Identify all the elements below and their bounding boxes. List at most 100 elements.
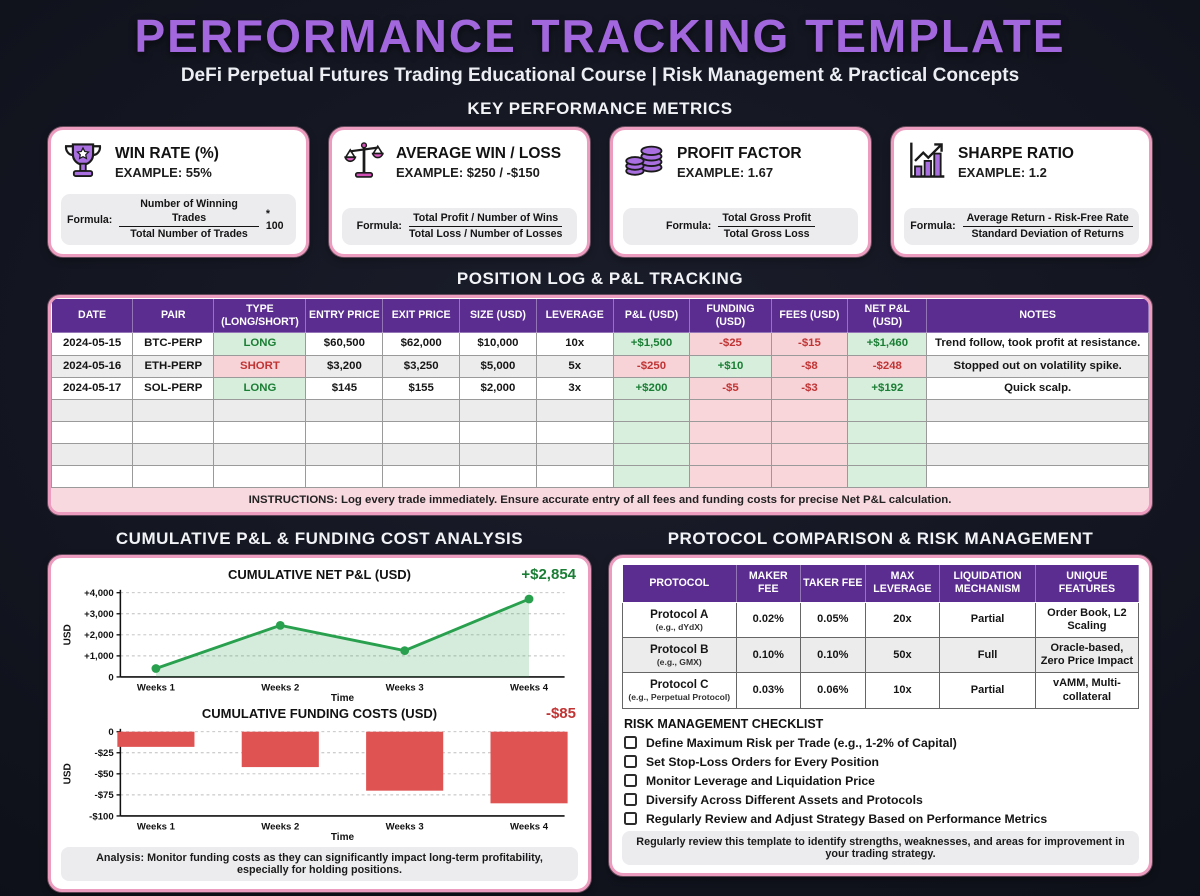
- funding-bar: [241, 731, 319, 768]
- cell-funding: +$10: [689, 354, 772, 378]
- formula-label: Formula:: [910, 220, 956, 233]
- metric-example: EXAMPLE: 1.67: [677, 165, 774, 181]
- metrics-section-title: KEY PERFORMANCE METRICS: [467, 99, 733, 119]
- cell-empty-size: [459, 465, 537, 489]
- cell-liquidation: Full: [939, 637, 1036, 674]
- metric-title: WIN RATE (%): [115, 145, 219, 163]
- cell-empty-exit: [382, 442, 461, 467]
- empty-position-row: [51, 398, 1149, 422]
- metric-example: EXAMPLE: 1.2: [958, 165, 1047, 181]
- cell-empty-type: [213, 465, 307, 489]
- cell-funding: -$5: [689, 376, 772, 400]
- cell-maker: 0.10%: [735, 637, 802, 674]
- checklist-checkbox[interactable]: [624, 774, 637, 788]
- checklist-item: Regularly Review and Adjust Strategy Bas…: [624, 812, 1137, 826]
- metric-card-profit-factor: PROFIT FACTOR EXAMPLE: 1.67 Formula: Total …: [610, 127, 871, 257]
- cell-empty-net: [847, 465, 928, 489]
- cell-date: 2024-05-15: [51, 332, 134, 356]
- checklist-title: RISK MANAGEMENT CHECKLIST: [624, 716, 824, 731]
- cell-liquidation: Partial: [939, 601, 1036, 639]
- checklist-checkbox[interactable]: [624, 755, 637, 769]
- cell-protocol-name: Protocol B (e.g., GMX): [622, 637, 737, 674]
- cell-empty-entry: [305, 465, 384, 489]
- y-tick-label: -$25: [95, 748, 115, 759]
- column-header: UNIQUE FEATURES: [1034, 564, 1140, 603]
- cell-size: $10,000: [459, 332, 537, 356]
- cell-empty-pnl: [612, 442, 691, 467]
- metric-formula: Formula: Total Profit / Number of Wins Tot…: [342, 207, 577, 245]
- cell-empty-funding: [689, 420, 772, 444]
- trophy-icon: [61, 138, 105, 187]
- x-tick-label: Weeks 4: [510, 821, 549, 832]
- cell-empty-type: [213, 398, 307, 422]
- checklist-item: Set Stop-Loss Orders for Every Position: [624, 755, 1137, 769]
- cell-maker: 0.02%: [735, 601, 802, 639]
- bottom-section: CUMULATIVE P&L & FUNDING COST ANALYSIS C…: [0, 515, 1200, 892]
- formula-denominator: Standard Deviation of Returns: [971, 227, 1124, 240]
- formula-denominator: Total Gross Loss: [723, 227, 810, 240]
- y-tick-label: +3,000: [84, 609, 114, 620]
- cell-empty-leverage: [535, 465, 614, 489]
- column-header: FEES (USD): [770, 298, 849, 334]
- column-header: P&L (USD): [612, 298, 691, 334]
- metric-card-average-win-loss: AVERAGE WIN / LOSS EXAMPLE: $250 / -$150 F…: [329, 127, 590, 257]
- cell-empty-net: [847, 442, 928, 467]
- x-tick-label: Weeks 2: [261, 821, 299, 832]
- cell-pnl: -$250: [612, 354, 691, 378]
- cell-entry: $60,500: [305, 332, 384, 356]
- checklist-item: Define Maximum Risk per Trade (e.g., 1-2…: [624, 736, 1137, 750]
- card-top: WIN RATE (%) EXAMPLE: 55%: [61, 138, 296, 187]
- checklist-label: Set Stop-Loss Orders for Every Position: [646, 754, 879, 769]
- data-point: [151, 664, 161, 674]
- position-row: 2024-05-16 ETH-PERP SHORT $3,200 $3,250 $5,00…: [51, 354, 1149, 378]
- x-tick-label: Weeks 2: [261, 683, 299, 694]
- cell-type: LONG: [213, 376, 307, 400]
- y-tick-label: +2,000: [84, 630, 114, 641]
- empty-position-row: [51, 465, 1149, 489]
- analysis-section-title: CUMULATIVE P&L & FUNDING COST ANALYSIS: [115, 529, 524, 549]
- x-tick-label: Weeks 4: [510, 683, 549, 694]
- formula-label: Formula:: [665, 220, 712, 233]
- cell-notes: Stopped out on volatility spike.: [926, 354, 1149, 378]
- page-subtitle: DeFi Perpetual Futures Trading Education…: [180, 65, 1020, 87]
- y-tick-label: -$100: [89, 811, 113, 822]
- cell-features: Order Book, L2 Scaling: [1034, 601, 1140, 639]
- formula-numerator: Average Return - Risk-Free Rate: [962, 212, 1133, 227]
- cell-protocol-name: Protocol A (e.g., dYdX): [622, 601, 737, 639]
- cell-empty-pair: [132, 465, 215, 489]
- cell-empty-fees: [770, 442, 849, 467]
- cell-fees: -$15: [770, 332, 849, 356]
- cell-empty-pair: [132, 420, 215, 444]
- checklist-label: Diversify Across Different Assets and Pr…: [646, 792, 923, 807]
- checklist-checkbox[interactable]: [624, 812, 637, 826]
- formula-label: Formula:: [356, 220, 402, 233]
- cell-max_leverage: 10x: [864, 672, 941, 709]
- data-point: [524, 594, 534, 604]
- cell-type: LONG: [213, 332, 307, 356]
- metric-formula: Formula: Average Return - Risk-Free Rate S…: [904, 207, 1139, 245]
- cumulative-funding-bar-chart: 0 -$25 -$50 -$75 -$100 Weeks 1 Weeks 2 Weeks 3 W…: [63, 727, 568, 842]
- cell-taker: 0.10%: [800, 637, 866, 674]
- cell-fees: -$8: [770, 354, 849, 378]
- cell-empty-pnl: [612, 398, 691, 422]
- checklist-checkbox[interactable]: [624, 793, 637, 807]
- protocol-footer-note: Regularly review this template to identi…: [622, 830, 1139, 865]
- metric-title: SHARPE RATIO: [958, 145, 1074, 163]
- positions-table-wrap: DATE PAIR TYPE (LONG/SHORT) ENTRY PRICE EXIT…: [48, 295, 1152, 516]
- checklist-checkbox[interactable]: [624, 736, 637, 750]
- protocol-tbody: Protocol A (e.g., dYdX) 0.02% 0.05% 20x Parti…: [622, 601, 1140, 709]
- formula-numerator: Total Gross Profit: [718, 212, 815, 227]
- y-tick-label: 0: [108, 727, 113, 738]
- metric-card-sharpe-ratio: SHARPE RATIO EXAMPLE: 1.2 Formula: Average …: [891, 127, 1152, 257]
- cell-empty-net: [847, 398, 928, 422]
- cell-empty-size: [459, 420, 537, 444]
- formula-fraction: Total Gross Profit Total Gross Loss: [718, 212, 815, 241]
- cell-liquidation: Partial: [939, 672, 1036, 709]
- x-axis-label: Time: [331, 693, 355, 703]
- metric-formula: Formula: Total Gross Profit Total Gross Lo…: [623, 207, 858, 245]
- instructions-bar: INSTRUCTIONS: Log every trade immediatel…: [51, 488, 1149, 513]
- cell-size: $5,000: [459, 354, 537, 378]
- analysis-panel: CUMULATIVE NET P&L (USD) +$2,854 0 +1,000…: [48, 555, 591, 892]
- cell-empty-funding: [689, 398, 772, 422]
- pnl-chart-title: CUMULATIVE NET P&L (USD): [228, 567, 411, 583]
